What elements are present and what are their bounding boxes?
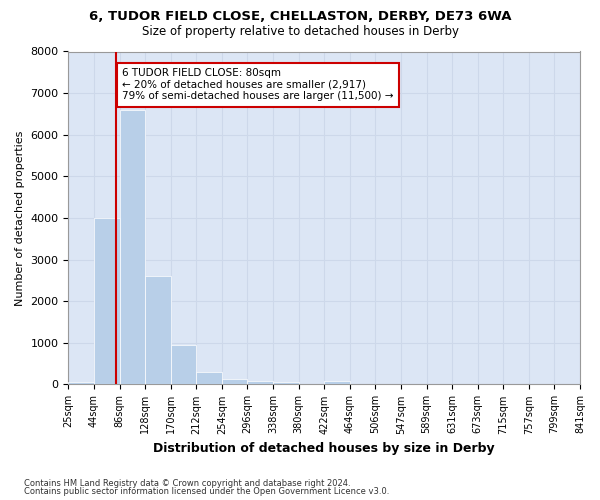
Bar [145, 276, 171, 384]
Bar [171, 345, 196, 385]
Bar [247, 381, 273, 384]
Bar [94, 218, 119, 384]
Text: Size of property relative to detached houses in Derby: Size of property relative to detached ho… [142, 25, 458, 38]
Bar [222, 380, 247, 384]
Bar [273, 382, 299, 384]
Text: 6 TUDOR FIELD CLOSE: 80sqm
← 20% of detached houses are smaller (2,917)
79% of s: 6 TUDOR FIELD CLOSE: 80sqm ← 20% of deta… [122, 68, 394, 102]
Text: Contains HM Land Registry data © Crown copyright and database right 2024.: Contains HM Land Registry data © Crown c… [24, 478, 350, 488]
Bar [119, 110, 145, 384]
Bar [324, 381, 350, 384]
Y-axis label: Number of detached properties: Number of detached properties [15, 130, 25, 306]
Text: Contains public sector information licensed under the Open Government Licence v3: Contains public sector information licen… [24, 487, 389, 496]
X-axis label: Distribution of detached houses by size in Derby: Distribution of detached houses by size … [154, 442, 495, 455]
Bar [68, 382, 94, 384]
Text: 6, TUDOR FIELD CLOSE, CHELLASTON, DERBY, DE73 6WA: 6, TUDOR FIELD CLOSE, CHELLASTON, DERBY,… [89, 10, 511, 23]
Bar [196, 372, 222, 384]
